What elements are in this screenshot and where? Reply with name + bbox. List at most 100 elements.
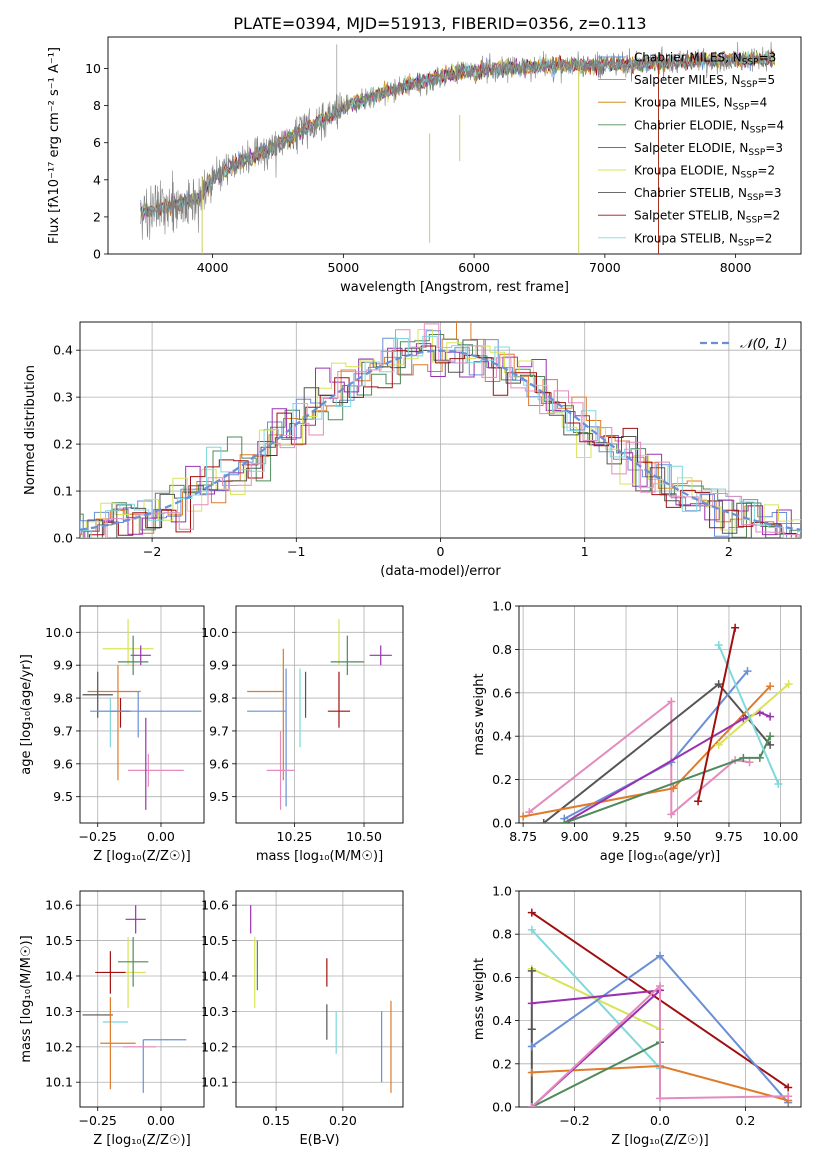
legend-entry-value: =2 — [755, 231, 773, 245]
x-tick-label: 0.0 — [650, 1113, 670, 1128]
y-tick-label: 2 — [93, 209, 101, 224]
legend-entry-sub: SSP — [750, 125, 767, 135]
y-tick-label: 6 — [93, 135, 101, 150]
line-area — [519, 623, 793, 823]
plus-marker — [527, 999, 536, 1008]
x-tick-label: 10.25 — [277, 829, 313, 844]
legend-entry-label: Salpeter STELIB, N — [634, 209, 746, 223]
x-tick-label: 9.00 — [561, 829, 589, 844]
mass-vs-ebv-panel: 0.15 0.20 10.1 10.2 10.3 10.4 10.5 10.6 E(B-V) — [201, 890, 404, 1148]
errorbar-point — [90, 691, 202, 738]
weight-series-line — [563, 711, 771, 823]
plus-marker — [539, 819, 548, 823]
y-tick-label: 10.4 — [201, 968, 229, 983]
y-tick-label: 9.5 — [53, 789, 73, 804]
weight-series-line — [531, 983, 789, 1107]
legend-entry: 𝒩(0, 1) — [740, 337, 787, 352]
errorbar-point — [97, 698, 121, 748]
plus-marker — [784, 680, 793, 689]
histogram-step — [80, 330, 801, 538]
legend-entry-value: =5 — [757, 73, 775, 87]
plus-marker — [667, 810, 676, 819]
legend-entry: Salpeter MILES, NSSP=5 — [634, 73, 775, 90]
y-tick-label: 10.0 — [201, 625, 229, 640]
legend-entry-label: Salpeter ELODIE, N — [634, 141, 748, 155]
y-tick-label: 0.8 — [492, 642, 512, 657]
histogram-step — [80, 339, 801, 538]
plus-marker — [784, 1092, 793, 1101]
plus-marker — [527, 1103, 536, 1107]
weight-series-line — [563, 735, 772, 823]
errorbar-point — [247, 648, 284, 781]
x-tick-label: −0.2 — [559, 1113, 589, 1128]
plus-marker — [656, 1094, 664, 1103]
errorbar-point — [95, 951, 126, 994]
y-tick-label: 9.6 — [53, 756, 73, 771]
x-axis-label: E(B-V) — [299, 1133, 339, 1148]
y-axis-label: mass [log₁₀(M/M☉)] — [19, 935, 34, 1062]
errorbar-point — [117, 937, 149, 987]
plus-marker — [739, 714, 748, 723]
plus-marker — [739, 753, 748, 762]
x-tick-label: −2 — [143, 544, 161, 559]
errorbar-point — [125, 905, 146, 934]
plus-marker — [714, 740, 723, 749]
y-axis-label: Normed distribution — [23, 365, 38, 495]
weight-vs-age-panel: 8.75 9.00 9.25 9.50 9.75 10.00 0.0 0.2 0.4 0.6 0.8… — [472, 599, 802, 864]
y-tick-label: 9.5 — [209, 789, 229, 804]
y-tick-label: 0 — [93, 247, 101, 262]
plus-marker — [667, 697, 676, 706]
axes-frame — [79, 605, 205, 824]
y-tick-label: 0.6 — [492, 970, 512, 985]
x-tick-label: 9.75 — [715, 829, 743, 844]
y-axis-label: age [log₁₀(age/yr)] — [19, 654, 34, 775]
y-tick-label: 9.7 — [209, 723, 229, 738]
plus-marker — [527, 908, 536, 917]
plus-marker — [560, 819, 569, 823]
errorbar-point — [100, 997, 136, 1090]
x-tick-label: −1 — [287, 544, 305, 559]
y-tick-label: 0.0 — [492, 1100, 512, 1115]
spectrum-panel: 4000 5000 6000 7000 8000 0 2 4 6 8 10 wavelength [A… — [47, 36, 802, 295]
plus-marker — [755, 753, 764, 762]
data-spectrum-line — [140, 41, 775, 240]
legend-entry-sub: SSP — [741, 80, 758, 90]
x-tick-label: 0.00 — [147, 829, 175, 844]
errorbar-point — [87, 665, 141, 781]
legend-entry-value: =2 — [763, 209, 781, 223]
y-tick-label: 10.6 — [201, 898, 229, 913]
errorbar-area — [82, 905, 187, 1093]
legend-entry-sub: SSP — [746, 216, 763, 226]
histogram-step — [80, 335, 801, 538]
plus-marker — [527, 1068, 536, 1077]
y-tick-label: 10 — [85, 61, 101, 76]
weight-series-line — [531, 967, 661, 1031]
x-axis-label: mass [log₁₀(M/M☉)] — [256, 849, 383, 864]
errorbar-point — [369, 645, 392, 666]
x-axis-label: age [log₁₀(age/yr)] — [600, 849, 721, 864]
y-tick-label: 4 — [93, 172, 101, 187]
y-tick-label: 0.6 — [492, 685, 512, 700]
plus-marker — [745, 758, 754, 767]
weight-series-line — [522, 685, 771, 818]
plus-marker — [774, 779, 783, 788]
y-axis-label: mass weight — [472, 958, 487, 1040]
x-tick-label: 4000 — [197, 260, 229, 275]
spectrum-plot-area — [140, 41, 775, 254]
normal-curve — [80, 349, 801, 531]
y-tick-label: 9.6 — [209, 756, 229, 771]
y-tick-label: 1.0 — [492, 599, 512, 614]
legend-entry: Chabrier ELODIE, NSSP=4 — [634, 118, 784, 135]
plus-marker — [766, 740, 775, 749]
legend-entry-value: =2 — [757, 164, 775, 178]
x-tick-label: 6000 — [458, 260, 490, 275]
weight-series-line — [718, 683, 790, 746]
weight-series-line — [717, 644, 780, 785]
x-tick-label: 0 — [437, 544, 445, 559]
legend-entry-value: =3 — [764, 186, 782, 200]
plus-marker — [669, 784, 678, 793]
axes-frame — [518, 605, 802, 824]
figure-title: PLATE=0394, MJD=51913, FIBERID=0356, z=0… — [233, 14, 646, 33]
x-axis-label: Z [log₁₀(Z/Z☉)] — [611, 1133, 708, 1148]
y-tick-label: 0.0 — [53, 531, 73, 546]
